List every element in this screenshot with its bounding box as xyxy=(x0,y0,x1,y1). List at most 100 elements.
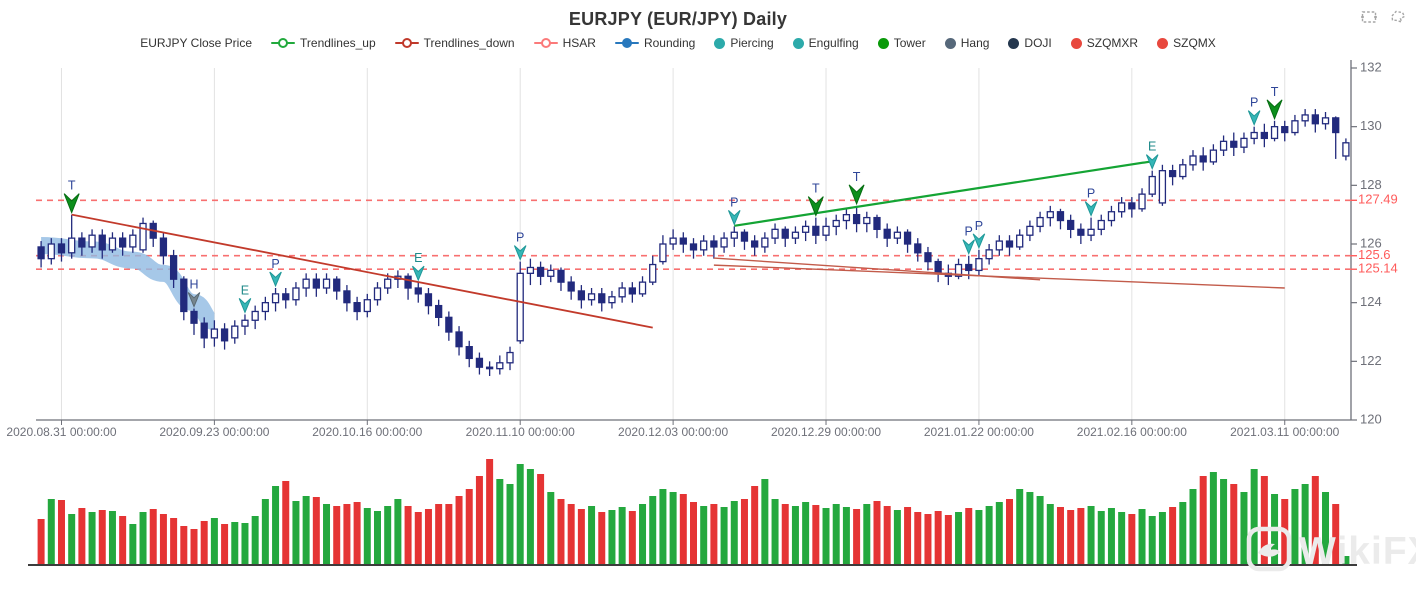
volume-bar xyxy=(1158,512,1166,564)
volume-bar xyxy=(1128,514,1136,564)
piercing-marker-label: P xyxy=(271,257,279,271)
volume-bar xyxy=(1169,507,1177,564)
axis-label: 130 xyxy=(1360,118,1382,133)
volume-bar xyxy=(1199,476,1207,564)
axis-label: 124 xyxy=(1360,294,1382,309)
candle-body xyxy=(822,225,830,236)
candle-body xyxy=(37,246,45,260)
axis-label: 122 xyxy=(1360,353,1382,368)
volume-bar xyxy=(1322,492,1330,564)
legend-item-trendlines-up[interactable]: Trendlines_up xyxy=(271,36,376,50)
volume-bar xyxy=(139,512,147,564)
volume-bar xyxy=(1260,476,1268,564)
candle-body xyxy=(1005,240,1014,248)
volume-bar xyxy=(1036,496,1044,564)
candle-body xyxy=(587,293,596,301)
volume-bar xyxy=(1138,509,1146,564)
axis-label: 2020.11.10 00:00:00 xyxy=(466,425,576,439)
legend-label-engulfing: Engulfing xyxy=(808,36,859,50)
candle-body xyxy=(292,287,300,301)
hsar-label: 125.6 xyxy=(1358,247,1391,262)
axis-label: 126 xyxy=(1360,235,1382,250)
candle-body xyxy=(832,219,840,228)
volume-bar xyxy=(1097,511,1105,564)
legend-symbol-szqmxr xyxy=(1070,37,1082,49)
volume-bar xyxy=(700,506,708,564)
volume-bar xyxy=(669,492,677,564)
volume-bar xyxy=(1179,502,1187,564)
legend-item-engulfing[interactable]: Engulfing xyxy=(792,36,859,50)
volume-bar xyxy=(751,486,759,564)
candle-body xyxy=(1219,140,1228,151)
legend-item-szqmxr[interactable]: SZQMXR xyxy=(1070,36,1138,50)
candle-body xyxy=(720,237,728,248)
candle-body xyxy=(628,287,636,295)
volume-bar xyxy=(1209,472,1217,564)
candle-body xyxy=(791,231,800,239)
candle-body xyxy=(98,234,106,251)
candle-body xyxy=(1179,164,1187,178)
legend-label-rounding: Rounding xyxy=(643,36,696,50)
box-select-icon[interactable] xyxy=(1359,7,1379,27)
volume-bar xyxy=(934,511,942,564)
volume-bar xyxy=(1291,489,1299,564)
volume-bar xyxy=(496,479,504,564)
volume-bar xyxy=(1077,508,1085,564)
legend-item-rounding[interactable]: Rounding xyxy=(614,36,696,50)
candle-body xyxy=(465,346,473,360)
volume-bar xyxy=(842,507,850,564)
tower-marker-label: T xyxy=(812,182,820,196)
legend-item-hang[interactable]: Hang xyxy=(944,36,989,50)
volume-bar xyxy=(526,469,534,564)
hang-marker-label: H xyxy=(189,278,198,292)
candle-body xyxy=(1230,140,1238,148)
legend-item-hsar[interactable]: HSAR xyxy=(533,36,596,50)
volume-bar xyxy=(720,507,728,564)
axis-label: 2020.12.29 00:00:00 xyxy=(771,425,881,439)
volume-bar xyxy=(119,516,127,564)
volume-bar xyxy=(944,515,952,564)
piercing-marker-label: P xyxy=(730,195,738,209)
candle-body xyxy=(965,263,973,272)
candle-body xyxy=(159,237,168,257)
axis-label: 132 xyxy=(1360,59,1382,74)
candle-body xyxy=(1016,234,1024,248)
legend-item-tower[interactable]: Tower xyxy=(877,36,926,50)
legend-symbol-trendlines-up xyxy=(271,38,296,48)
legend-label-hsar: HSAR xyxy=(562,36,596,50)
engulfing-marker-label: E xyxy=(414,251,422,265)
legend-item-piercing[interactable]: Piercing xyxy=(714,36,774,50)
piercing-marker-label: P xyxy=(1250,96,1258,110)
candle-body xyxy=(1107,211,1116,222)
candle-body xyxy=(547,269,555,277)
volume-bar xyxy=(282,481,290,564)
volume-bar xyxy=(1220,479,1228,564)
legend-bar: EURJPY Close Price Trendlines_up Trendline… xyxy=(0,36,1356,50)
candle-body xyxy=(649,263,657,283)
candle-body xyxy=(516,272,524,342)
volume-bar xyxy=(883,506,891,564)
candle-body xyxy=(169,255,178,280)
candle-body xyxy=(1148,175,1156,195)
legend-item-trendlines-down[interactable]: Trendlines_down xyxy=(394,36,515,50)
legend-item-szqmx[interactable]: SZQMX xyxy=(1157,36,1216,50)
volume-bar xyxy=(516,464,524,564)
volume-bar xyxy=(679,494,687,564)
candle-body xyxy=(618,287,626,298)
volume-bar xyxy=(435,504,443,564)
volume-bar xyxy=(1250,469,1258,564)
candle-body xyxy=(812,225,820,236)
legend-item-doji[interactable]: DOJI xyxy=(1008,36,1052,50)
piercing-marker-label: P xyxy=(965,225,973,239)
legend-item-eurjpy-close-price[interactable]: EURJPY Close Price xyxy=(140,36,252,50)
volume-bar xyxy=(771,499,779,564)
axis-label: 2020.09.23 00:00:00 xyxy=(159,425,269,439)
candle-body xyxy=(1056,211,1065,222)
tower-marker-icon xyxy=(63,193,80,215)
volume-bar xyxy=(384,506,392,564)
candle-body xyxy=(1260,131,1269,140)
engulfing-marker-label: E xyxy=(1148,140,1156,154)
candle-body xyxy=(842,214,851,222)
lasso-select-icon[interactable] xyxy=(1388,7,1408,27)
